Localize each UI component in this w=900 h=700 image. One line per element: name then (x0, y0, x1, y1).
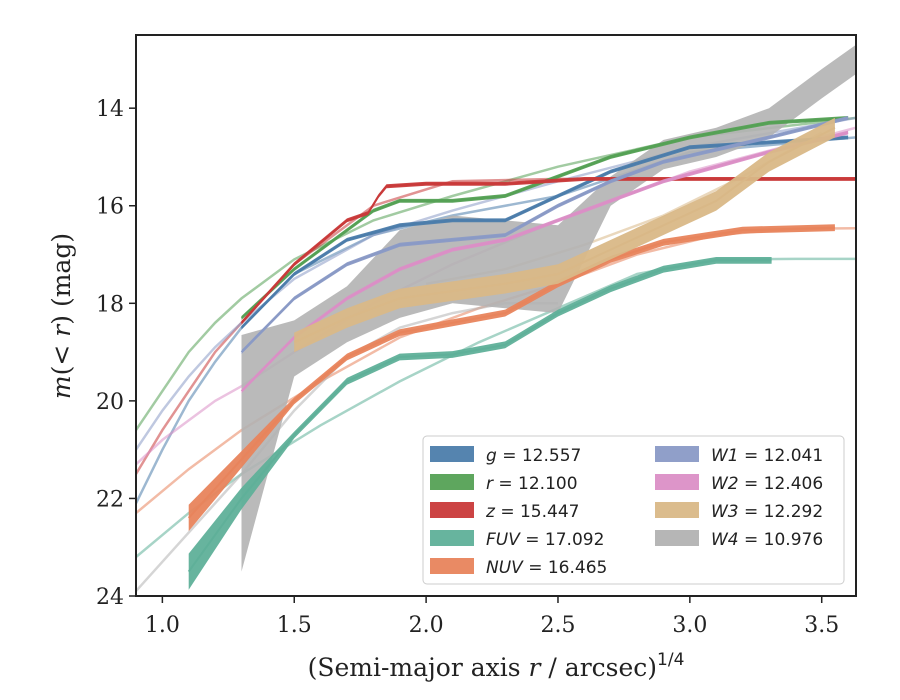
axis-ticks: 1.0 1.5 2.0 2.5 3.0 3.5 14 16 18 20 22 24 (96, 97, 839, 638)
legend-label-r: r = 12.100 (486, 474, 578, 494)
y-tick-label: 18 (96, 292, 124, 317)
legend-label-w3: W3 = 12.292 (711, 502, 823, 522)
x-tick-label: 1.5 (277, 613, 312, 638)
plot-frame (135, 34, 857, 597)
legend-label-fuv: FUV = 17.092 (486, 530, 604, 550)
y-tick-label: 20 (96, 390, 124, 415)
legend-swatch-g (430, 446, 474, 462)
series-line-nuv (187, 226, 835, 519)
model-curve-w1 (136, 116, 856, 451)
legend-swatch-r (430, 474, 474, 490)
x-tick-label: 3.0 (672, 613, 707, 638)
legend-label-w4: W4 = 10.976 (711, 530, 823, 550)
legend-label-w1: W1 = 12.041 (711, 446, 823, 466)
legend-swatch-nuv (430, 558, 474, 574)
y-tick-label: 14 (96, 97, 124, 122)
series-line-g (240, 136, 849, 329)
y-tick-label: 16 (96, 195, 124, 220)
series-line-w1 (240, 116, 849, 353)
band-w4 (241, 44, 856, 572)
x-tick-label: 1.0 (145, 613, 180, 638)
x-tick-label: 3.5 (804, 613, 839, 638)
legend-label-g: g = 12.557 (486, 446, 581, 466)
y-tick-label: 24 (96, 585, 124, 610)
legend-swatch-w1 (655, 446, 699, 462)
series-line-fuv (187, 259, 772, 573)
plot-area (136, 44, 856, 592)
x-tick-label: 2.0 (409, 613, 444, 638)
legend-swatch-w2 (655, 474, 699, 490)
series-line-r (240, 116, 849, 319)
legend-swatch-w3 (655, 502, 699, 518)
legend-label-z: z = 15.447 (485, 502, 579, 522)
legend-label-w2: W2 = 12.406 (711, 474, 823, 494)
legend-swatch-w4 (655, 530, 699, 546)
legend: g = 12.557 r = 12.100 z = 15.447 FUV = 17.0… (422, 435, 845, 585)
legend-frame (422, 435, 845, 585)
x-axis-label: (Semi-major axis r / arcsec)1/4 (308, 650, 685, 682)
legend-swatch-z (430, 502, 474, 518)
legend-label-nuv: NUV = 16.465 (486, 558, 607, 578)
model-curve-r (136, 116, 856, 431)
series-line-w3 (293, 126, 836, 344)
series-line-z (240, 177, 856, 324)
y-axis-label: m(< r) (mag) (47, 233, 76, 399)
y-tick-label: 22 (96, 487, 124, 512)
series-line-w2 (240, 131, 849, 392)
legend-swatch-fuv (430, 530, 474, 546)
x-tick-label: 2.5 (540, 613, 575, 638)
